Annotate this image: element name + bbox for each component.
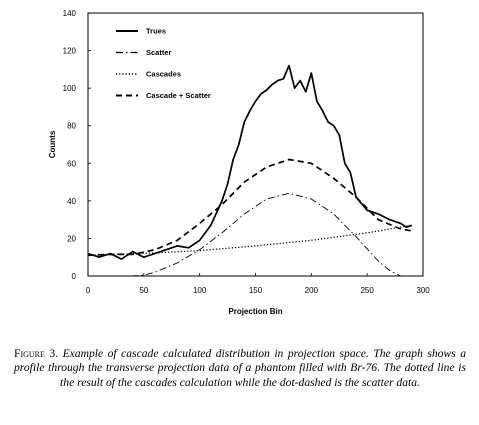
series-line-cascade-scatter — [87, 158, 412, 257]
series-line-scatter — [88, 192, 401, 277]
y-axis-label: Counts — [48, 130, 57, 158]
y-tick-label: 120 — [63, 47, 77, 56]
x-tick-label: 300 — [416, 286, 430, 295]
x-tick-label: 100 — [193, 286, 207, 295]
y-tick-label: 80 — [67, 122, 76, 131]
y-tick-label: 40 — [67, 197, 76, 206]
x-tick-label: 50 — [139, 286, 148, 295]
legend-label-trues: Trues — [146, 27, 166, 36]
y-tick-label: 140 — [63, 9, 77, 18]
y-tick-label: 0 — [72, 272, 77, 281]
legend-label-scatter: Scatter — [146, 48, 172, 57]
x-axis-label: Projection Bin — [228, 307, 282, 316]
figure-caption: Figure 3. Example of cascade calculated … — [14, 347, 466, 390]
chart: 0 50 100 150 200 250 300 0 20 40 60 80 100 120 140 Pr… — [48, 9, 430, 316]
plot-frame — [87, 12, 424, 277]
y-axis-ticks: 0 20 40 60 80 100 120 140 — [63, 9, 91, 281]
y-tick-label: 60 — [67, 159, 76, 168]
legend: Trues Scatter Cascades Cascade + Scatter — [116, 27, 211, 100]
x-axis-ticks: 0 50 100 150 200 250 300 — [86, 273, 430, 295]
legend-label-cascade-scatter: Cascade + Scatter — [146, 91, 211, 100]
legend-label-cascades: Cascades — [146, 70, 181, 79]
series-line-trues — [87, 64, 413, 260]
x-tick-label: 250 — [360, 286, 374, 295]
x-tick-label: 0 — [86, 286, 91, 295]
x-tick-label: 150 — [249, 286, 263, 295]
y-tick-label: 100 — [63, 84, 77, 93]
caption-text: Example of cascade calculated distributi… — [14, 347, 467, 389]
y-tick-label: 20 — [67, 234, 76, 243]
x-tick-label: 200 — [305, 286, 319, 295]
plot-area — [87, 12, 424, 277]
caption-label: Figure 3. — [14, 347, 59, 360]
series-line-cascades — [87, 224, 412, 256]
